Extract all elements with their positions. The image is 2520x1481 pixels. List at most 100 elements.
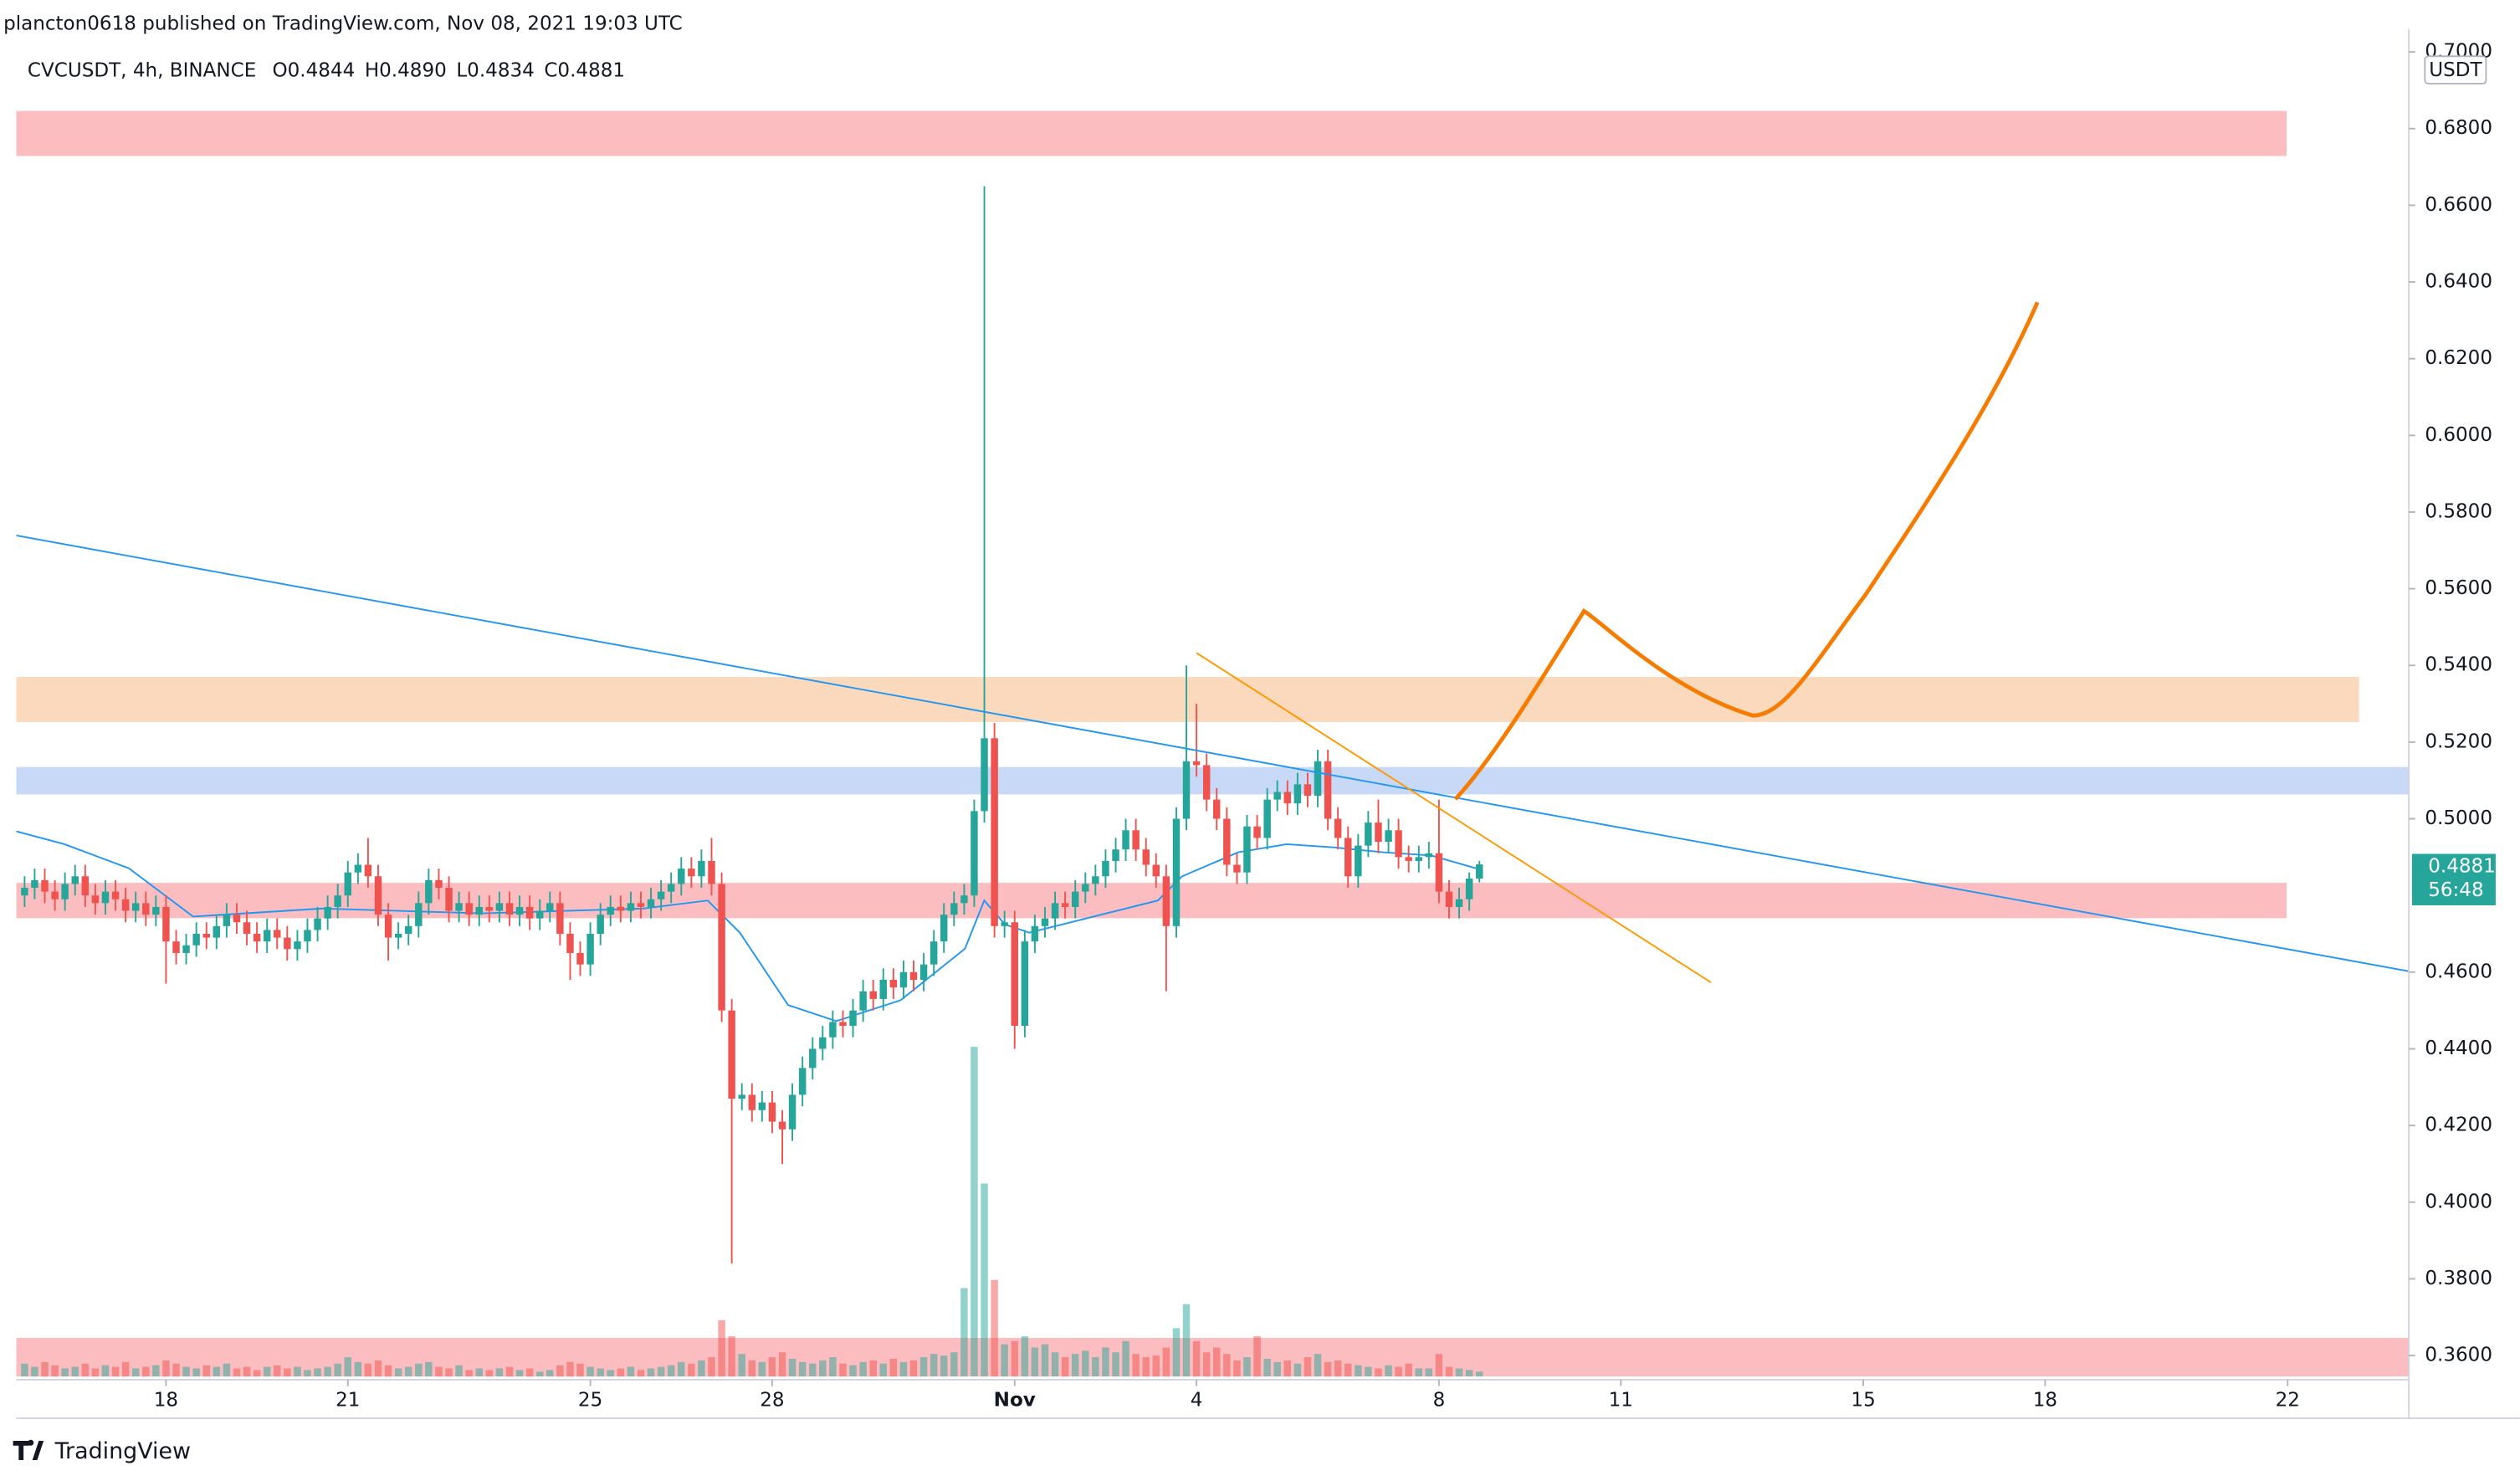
publisher-header: plancton0618 published on TradingView.co… bbox=[3, 13, 683, 34]
candle-body bbox=[1162, 876, 1170, 926]
candle-body bbox=[121, 899, 130, 911]
volume-bar bbox=[819, 1360, 827, 1377]
candle-body bbox=[415, 903, 423, 926]
candle-body bbox=[597, 915, 604, 935]
candle-body bbox=[829, 1022, 837, 1038]
currency-box[interactable] bbox=[2424, 55, 2487, 85]
volume-bar bbox=[1476, 1371, 1483, 1377]
volume-bar bbox=[525, 1368, 534, 1377]
candle-body bbox=[101, 891, 110, 904]
volume-bar bbox=[1011, 1340, 1018, 1377]
volume-bar bbox=[678, 1361, 685, 1377]
volume-bar bbox=[274, 1365, 281, 1377]
candle-body bbox=[1263, 799, 1271, 838]
y-tick-label: 0.5400 bbox=[2425, 654, 2492, 676]
candle-body bbox=[971, 811, 978, 896]
volume-bar bbox=[981, 1183, 988, 1377]
candle-body bbox=[1243, 826, 1251, 873]
candle-body bbox=[425, 879, 433, 904]
volume-bar bbox=[495, 1368, 504, 1377]
trend-line bbox=[16, 535, 2410, 972]
candle-body bbox=[981, 738, 988, 812]
volume-bar bbox=[445, 1368, 453, 1377]
candle-body bbox=[566, 934, 574, 953]
candle-body bbox=[202, 934, 210, 938]
volume-bar bbox=[1051, 1352, 1059, 1377]
candle-body bbox=[142, 903, 150, 915]
volume-bar bbox=[647, 1368, 655, 1377]
volume-bar bbox=[899, 1361, 908, 1377]
volume-bar bbox=[1334, 1360, 1342, 1377]
volume-bar bbox=[708, 1357, 715, 1377]
candle-body bbox=[1061, 903, 1069, 907]
candle-body bbox=[314, 918, 321, 930]
candle-body bbox=[1375, 822, 1382, 843]
volume-bar bbox=[344, 1357, 352, 1377]
wedge-line bbox=[1196, 652, 1712, 984]
candle-body bbox=[546, 903, 554, 911]
candle-body bbox=[223, 915, 231, 926]
x-tick-label: 18 bbox=[154, 1389, 178, 1411]
candle-body bbox=[1213, 799, 1221, 819]
volume-bar bbox=[233, 1368, 241, 1377]
volume-bar bbox=[202, 1365, 210, 1377]
y-tick-label: 0.6800 bbox=[2425, 117, 2492, 139]
volume-bar bbox=[1405, 1363, 1412, 1377]
candle-body bbox=[515, 906, 524, 915]
volume-bar bbox=[1182, 1304, 1191, 1377]
volume-bar bbox=[566, 1361, 574, 1377]
candle-body bbox=[81, 876, 90, 896]
volume-bar bbox=[1243, 1357, 1251, 1377]
candle-body bbox=[1293, 784, 1302, 804]
candle-body bbox=[1112, 849, 1119, 861]
candle-body bbox=[1365, 822, 1372, 846]
candle-body bbox=[718, 884, 725, 1011]
volume-bar bbox=[101, 1365, 110, 1377]
resistance-zone bbox=[16, 110, 2287, 156]
ema-line bbox=[16, 830, 1477, 1022]
candle-body bbox=[919, 964, 928, 980]
y-tick-label: 0.5800 bbox=[2425, 500, 2492, 522]
volume-bar bbox=[829, 1357, 837, 1377]
candle-body bbox=[274, 930, 281, 938]
candle-body bbox=[1142, 849, 1150, 865]
volume-bar bbox=[405, 1366, 412, 1377]
volume-bar bbox=[485, 1370, 494, 1377]
high-label: H0.4890 bbox=[365, 59, 447, 81]
x-tick-label: 25 bbox=[578, 1389, 602, 1411]
volume-bar bbox=[778, 1352, 786, 1377]
candle-body bbox=[1455, 899, 1463, 907]
volume-bar bbox=[1082, 1350, 1089, 1377]
volume-bar bbox=[597, 1368, 604, 1377]
candle-body bbox=[859, 991, 867, 1011]
volume-bar bbox=[465, 1370, 473, 1377]
x-tick-label: 4 bbox=[1191, 1389, 1203, 1411]
candle-body bbox=[960, 895, 968, 904]
candle-body bbox=[1082, 884, 1089, 892]
candle-body bbox=[284, 937, 291, 950]
volume-bar bbox=[1425, 1368, 1433, 1377]
volume-bar bbox=[1223, 1354, 1231, 1377]
candle-body bbox=[1395, 830, 1402, 858]
price-tag bbox=[2411, 853, 2496, 905]
volume-bar bbox=[364, 1363, 372, 1377]
volume-bar bbox=[971, 1047, 978, 1377]
candle-body bbox=[465, 903, 473, 915]
candle-body bbox=[1092, 876, 1099, 884]
candle-body bbox=[1445, 891, 1453, 907]
candle-body bbox=[1435, 853, 1443, 892]
volume-bar bbox=[334, 1363, 341, 1377]
tradingview-logo[interactable]: TradingView bbox=[13, 1438, 191, 1464]
volume-bar bbox=[294, 1366, 301, 1377]
candle-body bbox=[637, 903, 645, 907]
volume-bar bbox=[1213, 1347, 1221, 1377]
candle-body bbox=[617, 906, 625, 911]
candle-body bbox=[1021, 941, 1029, 1026]
candle-body bbox=[728, 1010, 735, 1099]
volume-bar bbox=[556, 1365, 564, 1377]
candle-body bbox=[586, 934, 594, 965]
candle-body bbox=[344, 872, 352, 896]
candle-body bbox=[1415, 857, 1423, 861]
volume-bar bbox=[1172, 1328, 1181, 1377]
